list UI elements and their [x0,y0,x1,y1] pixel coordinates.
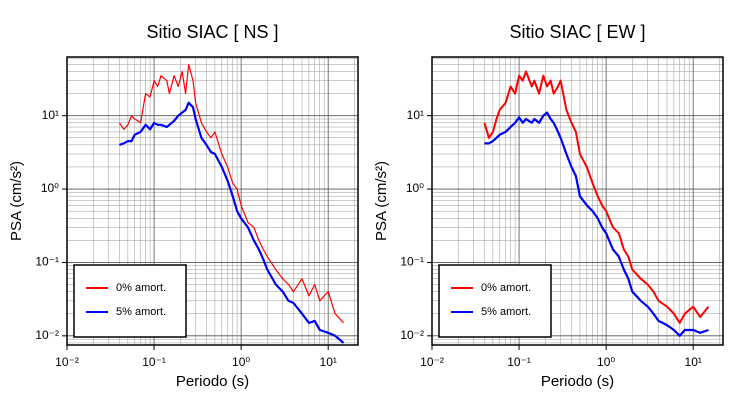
y-tick-label: 10¹ [42,108,59,122]
y-tick-label: 10⁻² [35,328,59,342]
series-line [119,101,345,344]
legend-label: 0% amort. [481,282,531,294]
series-line [483,70,710,324]
x-axis-label: Periodo (s) [541,373,614,390]
x-tick-label: 10⁻² [420,355,444,369]
y-tick-label: 10⁻¹ [35,255,59,269]
plot-frame [66,56,359,346]
y-tick-label: 10⁻¹ [400,255,424,269]
y-tick-label: 10⁰ [41,181,59,195]
y-axis-label: PSA (cm/s²) [373,161,390,241]
y-tick-label: 10⁻² [400,328,424,342]
chart-title: Sitio SIAC [ NS ] [146,22,278,42]
legend: 0% amort. 5% amort. [73,264,187,338]
x-tick-label: 10¹ [685,355,702,369]
plot-frame [431,56,724,346]
y-axis-label: PSA (cm/s²) [8,161,25,241]
series-line [118,63,344,324]
y-tick-label: 10¹ [407,108,424,122]
chart-title: Sitio SIAC [ EW ] [509,22,645,42]
legend: 0% amort. 5% amort. [438,264,552,338]
x-axis-label: Periodo (s) [176,373,249,390]
legend-label: 0% amort. [116,282,166,294]
chart: Sitio SIAC [ EW ] 10⁻² 10⁻¹ 10⁰ 10¹ 10⁻² 10⁻¹ 1… [373,22,724,390]
series-line [484,111,709,337]
chart: Sitio SIAC [ NS ] 10⁻² 10⁻¹ 10⁰ 10¹ 10⁻² 10⁻¹ 1… [8,22,359,390]
legend-box [73,264,187,338]
x-tick-label: 10⁻¹ [142,355,166,369]
legend-label: 5% amort. [116,306,166,318]
y-tick-label: 10⁰ [406,181,424,195]
x-tick-label: 10⁻² [55,355,79,369]
x-tick-label: 10⁻¹ [507,355,531,369]
legend-box [438,264,552,338]
x-tick-label: 10⁰ [232,355,250,369]
legend-label: 5% amort. [481,306,531,318]
x-tick-label: 10¹ [320,355,337,369]
x-tick-label: 10⁰ [597,355,615,369]
